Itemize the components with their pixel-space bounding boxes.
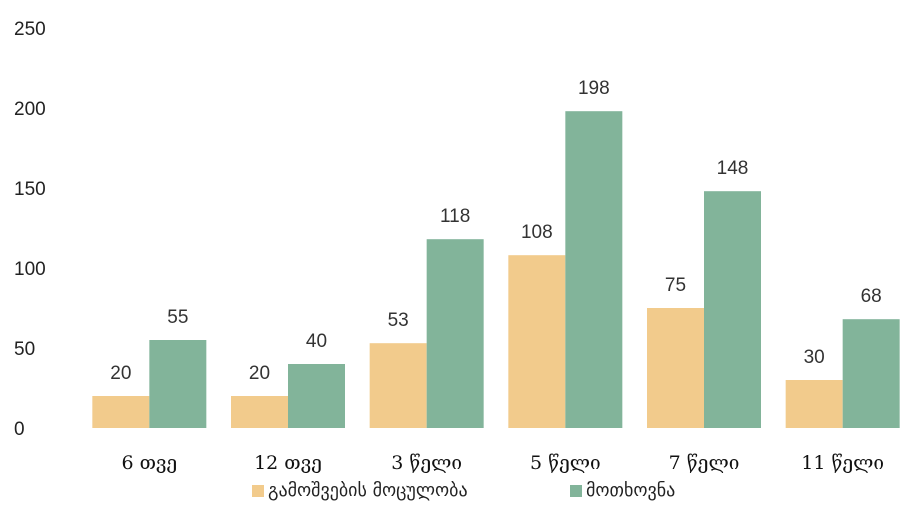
y-tick-label: 100 (14, 259, 46, 280)
legend-swatch (252, 485, 264, 497)
bar-demand (842, 319, 900, 428)
bar-demand (426, 239, 484, 428)
data-label: 55 (167, 307, 188, 328)
bar-volume (92, 396, 150, 428)
y-tick-label: 200 (14, 99, 46, 120)
legend-label: გამოშვების მოცულობა (268, 480, 468, 501)
data-label: 20 (110, 363, 131, 384)
y-tick-label: 50 (14, 339, 35, 360)
data-label: 20 (249, 363, 270, 384)
bar-volume (508, 255, 566, 428)
data-label: 148 (717, 158, 749, 179)
x-category-label: 6 თვე (121, 452, 177, 474)
y-tick-label: 150 (14, 179, 46, 200)
x-category-label: 3 წელი (391, 452, 462, 474)
bar-volume (785, 380, 843, 428)
legend-swatch (570, 485, 582, 497)
data-label: 198 (578, 78, 610, 99)
bar-volume (231, 396, 288, 428)
x-category-label: 7 წელი (669, 452, 740, 474)
y-tick-label: 250 (14, 19, 46, 40)
bar-volume (647, 308, 704, 428)
x-category-label: 5 წელი (530, 452, 601, 474)
bar-demand (704, 191, 761, 428)
data-label: 75 (665, 275, 686, 296)
x-category-label: 11 წელი (801, 452, 884, 474)
data-label: 118 (440, 206, 470, 227)
bar-demand (149, 340, 207, 428)
category-labels: 6 თვე 12 თვე 3 წელი 5 წელი 7 წელი 11 წელი (121, 452, 884, 474)
data-label: 40 (306, 331, 327, 352)
data-label: 30 (804, 347, 825, 368)
bar-volume (369, 343, 427, 428)
data-label: 108 (521, 222, 553, 243)
data-label: 53 (388, 310, 409, 331)
bar-demand (565, 111, 623, 428)
x-category-label: 12 თვე (254, 452, 322, 474)
data-label: 68 (861, 286, 882, 307)
data-labels: 20 55 20 40 53 118 108 198 75 148 30 68 (110, 78, 881, 384)
bar-demand (288, 364, 345, 428)
bars (92, 111, 900, 428)
legend: გამოშვების მოცულობა მოთხოვნა (252, 480, 675, 501)
y-axis-ticks: 0 50 100 150 200 250 (14, 19, 46, 440)
y-tick-label: 0 (14, 419, 25, 440)
legend-label: მოთხოვნა (586, 480, 675, 501)
